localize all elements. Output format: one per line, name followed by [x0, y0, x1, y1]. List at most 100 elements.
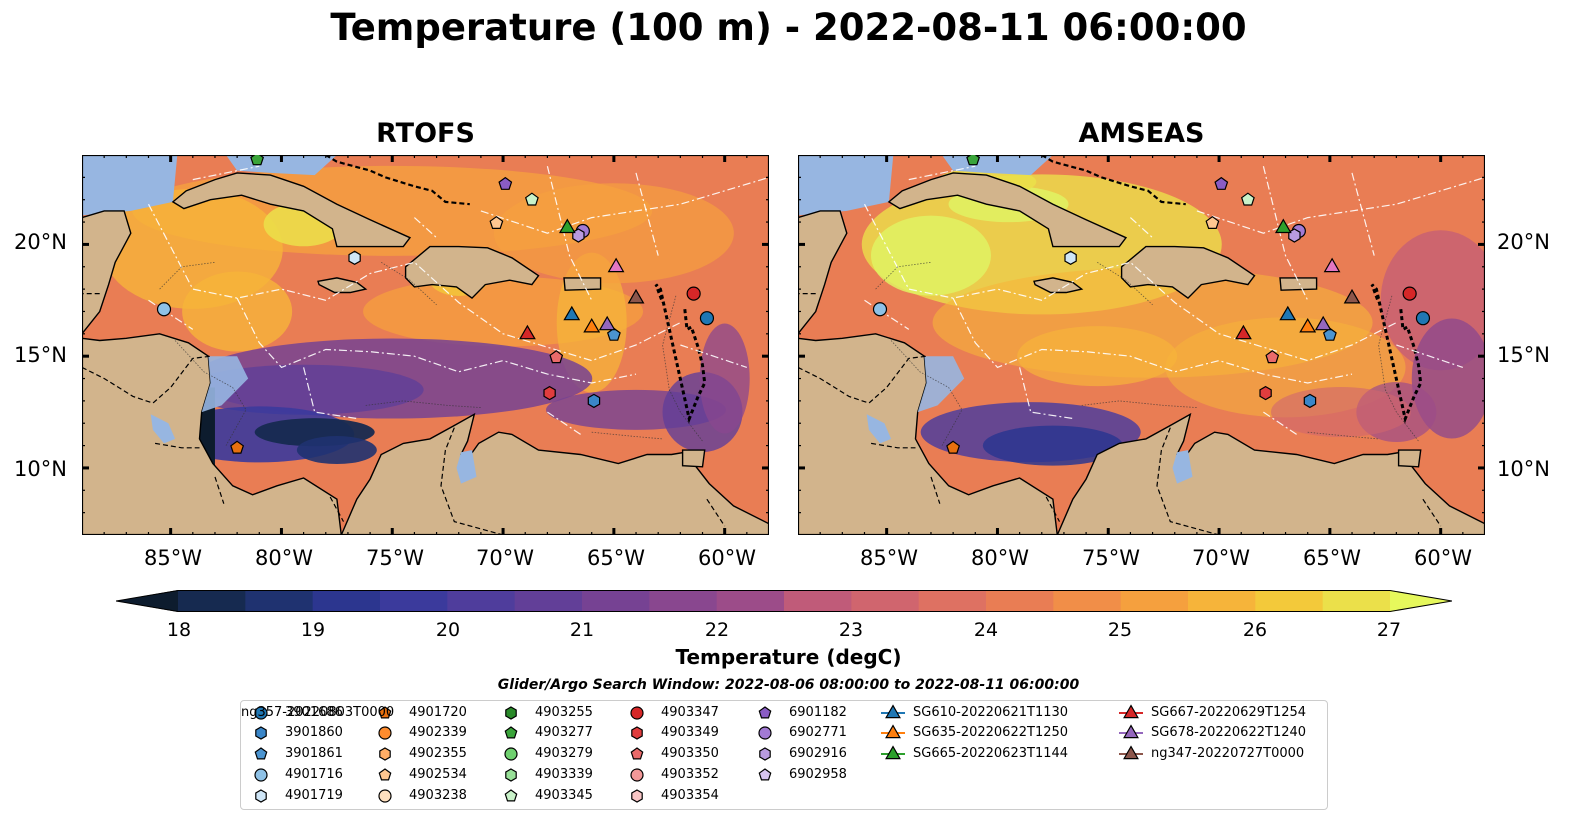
eez-boundary	[1351, 172, 1375, 256]
eez-boundary	[547, 411, 581, 435]
map-frame	[798, 155, 1485, 535]
colorbar-segment	[245, 590, 314, 612]
legend-label: 4903352	[661, 767, 719, 782]
panel-title-amseas: AMSEAS	[1078, 118, 1205, 149]
country-border	[329, 496, 345, 522]
platform-ng347-20220727T0000	[1343, 288, 1361, 304]
lat-label-right-15n: 15°N	[1497, 343, 1550, 367]
platform-4901716	[156, 302, 172, 317]
cold-pool	[296, 436, 377, 465]
colorbar-segment	[986, 590, 1054, 612]
temperature-patch	[1017, 326, 1178, 387]
isobath-1000m	[875, 261, 932, 290]
country-border	[706, 498, 726, 527]
map-frame-ticks	[798, 155, 1485, 535]
cool-band	[1270, 387, 1411, 438]
country-border	[82, 355, 211, 404]
legend-marker-4903354	[631, 789, 643, 803]
legend-marker-3901860	[255, 726, 267, 740]
eez-boundary	[303, 367, 360, 420]
eez-boundary	[480, 176, 769, 234]
lake-nicaragua	[866, 414, 892, 444]
platform-4903277	[966, 155, 981, 166]
eez-boundary	[908, 165, 976, 181]
eez-boundary	[863, 203, 1397, 362]
colorbar-segment	[784, 590, 852, 612]
legend-marker-4903238	[378, 789, 392, 803]
platform-4902534	[1205, 215, 1220, 230]
platform-4903345	[1240, 192, 1255, 206]
lake-maracaibo	[1172, 450, 1193, 484]
legend-label: 4903279	[535, 746, 593, 761]
platform-SG635-20220622T1250	[583, 318, 601, 333]
lake-maracaibo	[456, 450, 477, 484]
lesser-antilles	[1370, 283, 1423, 424]
yucatan-land	[798, 210, 848, 335]
platform-SG678-20220622T1240	[598, 315, 616, 331]
legend-marker-SG678-20220622T1240	[1123, 724, 1139, 739]
trinidad-land	[1397, 449, 1422, 468]
legend-marker-ng347-20220727T0000	[1123, 745, 1139, 760]
legend-label: SG610-20220621T1130	[913, 705, 1069, 720]
platform-4903345	[524, 192, 539, 206]
jamaica-land	[317, 277, 368, 294]
legend-marker-6902771	[758, 726, 772, 740]
legend-label: 4903349	[661, 725, 719, 740]
isobath-1000m	[365, 400, 481, 408]
platform-SG665-20220623T1144	[558, 218, 576, 234]
colorbar-tick-18: 18	[166, 619, 192, 641]
isobath-1000m	[1081, 400, 1197, 408]
colorbar-segment	[1188, 590, 1256, 612]
legend-label: SG678-20220622T1240	[1151, 725, 1307, 740]
eez-boundary	[148, 299, 194, 330]
lat-label-left-10n: 10°N	[14, 457, 67, 481]
eez-boundary	[1396, 344, 1463, 368]
central-america-land	[82, 333, 343, 535]
central-america-land	[798, 333, 1059, 535]
legend-marker-SG610-20220621T1130	[885, 704, 901, 719]
platform-4903349	[543, 385, 556, 401]
legend-marker-4902355	[379, 747, 391, 761]
eez-boundary	[413, 217, 438, 239]
legend-label: 4903238	[409, 788, 467, 803]
legend-label: 6902916	[789, 746, 847, 761]
legend-marker-4903339	[505, 768, 517, 782]
nicaragua-shelf	[917, 356, 965, 413]
legend-label: 6902771	[789, 725, 847, 740]
figure-title: Temperature (100 m) - 2022-08-11 06:00:0…	[330, 6, 1247, 49]
map-frame	[82, 155, 769, 535]
platform-SG678-20220622T1240	[1314, 315, 1332, 331]
amseas-map	[798, 155, 1485, 535]
colorbar-tick-20: 20	[435, 619, 461, 641]
legend-marker-4903352	[630, 768, 644, 782]
cuba-land	[171, 172, 412, 248]
legend-marker-SG667-20220629T1254	[1123, 704, 1139, 719]
platform-SG667-20220629T1254	[519, 324, 536, 340]
platform-4903277	[250, 155, 265, 166]
platform-4903350	[549, 350, 564, 364]
platform-6901182	[498, 176, 513, 190]
cold-pool	[982, 425, 1123, 466]
lon-label-rtofs-85w: 85°W	[144, 546, 202, 570]
legend-label: 3901686	[285, 705, 343, 720]
lon-label-amseas-75w: 75°W	[1082, 546, 1140, 570]
legend-label: 4903354	[661, 788, 719, 803]
yucatan-land	[82, 210, 132, 335]
legend-label: 4903339	[535, 767, 593, 782]
legend-marker-6902958	[758, 768, 772, 781]
panel-title-rtofs: RTOFS	[376, 118, 475, 149]
colorbar-segment	[178, 590, 246, 612]
platform-ng357-20220803T0000	[607, 257, 625, 273]
isobath-1000m	[159, 261, 216, 290]
legend-label: 4903277	[535, 725, 593, 740]
warm-pool	[870, 215, 991, 296]
legend-label: 3901860	[285, 725, 343, 740]
country-border	[871, 442, 916, 449]
legend-marker-4903347	[630, 706, 644, 720]
platform-4901719	[348, 250, 361, 265]
eez-boundary	[1262, 166, 1309, 301]
legend-label: 4901719	[285, 788, 343, 803]
eez-boundary	[1263, 411, 1297, 435]
isobath-1000m	[890, 340, 963, 446]
platform-4903347	[1402, 286, 1417, 301]
